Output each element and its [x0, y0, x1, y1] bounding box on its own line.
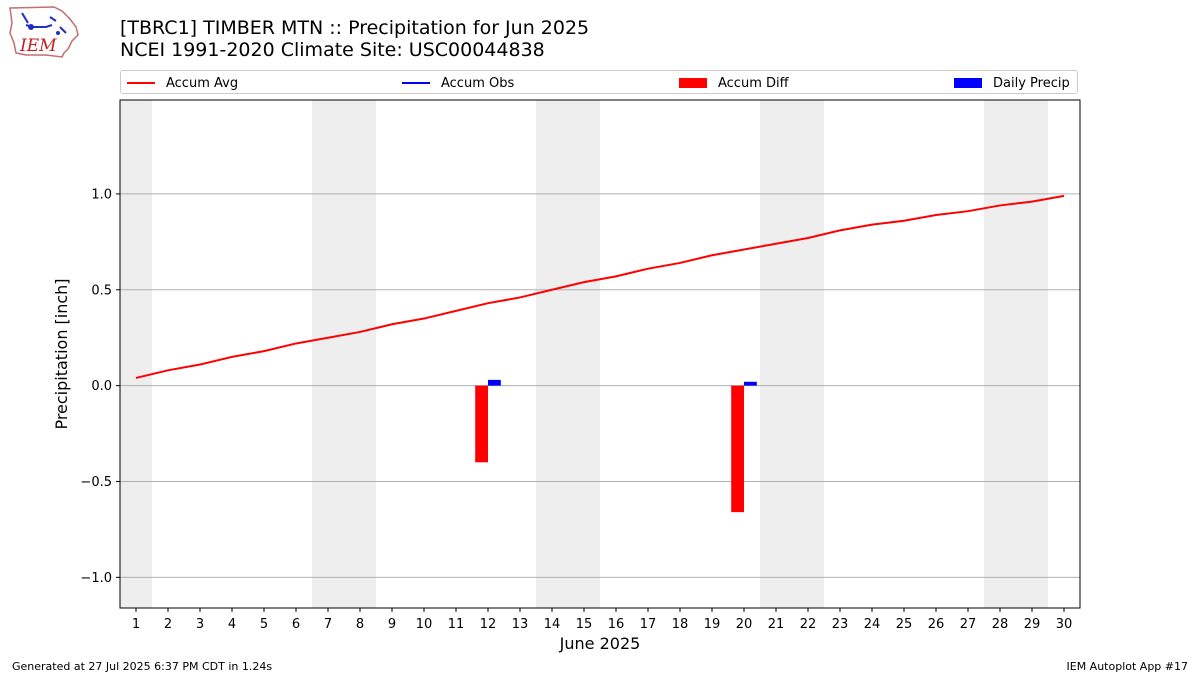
bar-accum-diff-day-12 [475, 385, 488, 463]
x-tick-label: 4 [228, 617, 236, 632]
y-axis-label: Precipitation [inch] [52, 278, 71, 429]
weekend-band-1 [312, 100, 376, 608]
y-tick-label: 0.0 [91, 379, 112, 394]
x-tick-label: 13 [512, 617, 529, 632]
x-tick-label: 21 [768, 617, 785, 632]
x-tick-label: 25 [896, 617, 913, 632]
x-tick-label: 15 [576, 617, 593, 632]
iem-logo: IEM [9, 6, 79, 58]
weekend-band-2 [536, 100, 600, 608]
x-tick-label: 16 [608, 617, 625, 632]
gridlines [120, 193, 1080, 578]
generated-note: Generated at 27 Jul 2025 6:37 PM CDT in … [12, 660, 273, 673]
weekend-band-0 [120, 100, 152, 608]
legend-label-accum-obs: Accum Obs [441, 75, 515, 91]
legend-item-accum-avg: Accum Avg [127, 74, 238, 92]
x-tick-label: 1 [132, 617, 140, 632]
legend-label-daily-precip: Daily Precip [993, 75, 1070, 91]
series-lines [135, 194, 1065, 379]
bar-daily-precip-day-20 [744, 381, 757, 386]
weekend-band-3 [760, 100, 824, 608]
x-tick-label: 10 [416, 617, 433, 632]
x-tick-label: 2 [164, 617, 172, 632]
x-tick-label: 6 [292, 617, 300, 632]
chart-title: [TBRC1] TIMBER MTN :: Precipitation for … [120, 17, 590, 39]
x-tick-label: 14 [544, 617, 561, 632]
app-note: IEM Autoplot App #17 [1066, 660, 1189, 673]
x-tick-label: 17 [640, 617, 657, 632]
weekend-band-4 [984, 100, 1048, 608]
x-tick-label: 26 [928, 617, 945, 632]
legend-item-daily-precip: Daily Precip [954, 74, 1070, 92]
x-tick-label: 19 [704, 617, 721, 632]
x-tick-label: 11 [448, 617, 465, 632]
x-tick-label: 23 [832, 617, 849, 632]
legend: Accum Avg Accum Obs Accum Diff Daily Pre… [120, 70, 1078, 94]
y-axis-ticks: 1.0 0.5 0.0 −0.5 −1.0 [80, 187, 120, 586]
x-tick-label: 3 [196, 617, 204, 632]
x-axis-ticks: 1 2 3 4 5 6 7 8 9 10 11 12 13 14 15 16 17 18 19 20 21 22 23 24 2… [132, 608, 1072, 632]
x-tick-label: 28 [992, 617, 1009, 632]
x-tick-label: 7 [324, 617, 332, 632]
y-tick-label: 1.0 [91, 187, 112, 202]
legend-swatch-daily-precip [954, 78, 982, 88]
x-axis-label: June 2025 [559, 634, 641, 653]
y-tick-label: 0.5 [91, 283, 112, 298]
bar-accum-diff-day-20 [731, 385, 744, 513]
x-tick-label: 5 [260, 617, 268, 632]
x-tick-label: 30 [1056, 617, 1073, 632]
y-tick-label: −0.5 [80, 475, 112, 490]
x-tick-label: 20 [736, 617, 753, 632]
x-tick-label: 9 [388, 617, 396, 632]
legend-label-accum-diff: Accum Diff [718, 75, 789, 91]
bars [475, 379, 757, 513]
x-tick-label: 22 [800, 617, 817, 632]
plot-frame [119, 99, 1081, 609]
legend-swatch-accum-diff [679, 78, 707, 88]
line-accum-avg [135, 194, 1065, 379]
x-tick-label: 12 [480, 617, 497, 632]
bar-daily-precip-day-12 [488, 379, 501, 386]
logo-text: IEM [19, 36, 57, 56]
y-tick-label: −1.0 [80, 571, 112, 586]
legend-label-accum-avg: Accum Avg [166, 75, 239, 91]
x-tick-label: 29 [1024, 617, 1041, 632]
legend-item-accum-obs: Accum Obs [402, 74, 514, 92]
chart-subtitle: NCEI 1991-2020 Climate Site: USC00044838 [120, 39, 545, 61]
x-tick-label: 24 [864, 617, 881, 632]
legend-swatch-accum-obs [402, 82, 430, 84]
x-tick-label: 8 [356, 617, 364, 632]
legend-swatch-accum-avg [127, 82, 155, 84]
x-tick-label: 18 [672, 617, 689, 632]
weekend-bands [120, 100, 1048, 608]
x-tick-label: 27 [960, 617, 977, 632]
legend-item-accum-diff: Accum Diff [679, 74, 789, 92]
